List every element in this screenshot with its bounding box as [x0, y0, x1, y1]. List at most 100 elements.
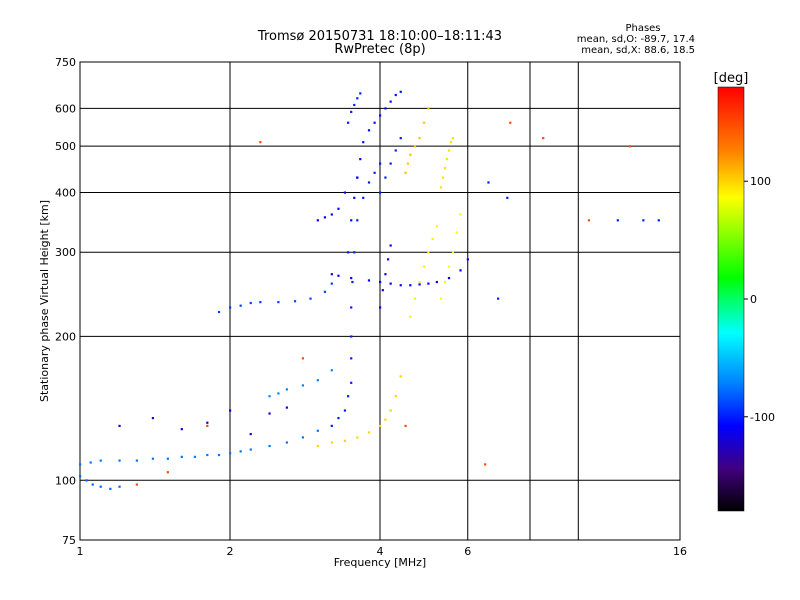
data-point — [337, 274, 340, 277]
data-point — [542, 137, 545, 140]
y-tick-labels: 75 100 200 300 400 500 600 750 — [55, 56, 76, 547]
data-point — [356, 176, 359, 179]
y-tick-label: 400 — [55, 186, 76, 199]
plot-area: 1 2 4 6 16 75 100 200 300 400 500 600 750 — [55, 56, 687, 558]
data-point — [441, 176, 445, 179]
x-tick-labels: 1 2 4 6 16 — [77, 545, 688, 558]
stats-heading: Phases — [625, 23, 660, 34]
data-point — [447, 265, 451, 268]
data-point — [351, 280, 354, 284]
data-point — [89, 461, 92, 464]
data-point — [79, 475, 82, 478]
data-point — [459, 269, 462, 272]
data-point — [379, 114, 382, 117]
data-point — [418, 280, 421, 284]
data-point — [337, 207, 340, 210]
data-point — [418, 137, 421, 140]
data-point — [379, 306, 382, 309]
data-point — [455, 231, 458, 234]
data-point — [422, 121, 426, 124]
data-point — [229, 452, 232, 455]
data-point — [399, 375, 402, 378]
data-point — [118, 424, 121, 428]
data-point — [330, 441, 333, 444]
data-point — [409, 284, 412, 287]
data-point — [356, 97, 359, 100]
data-point — [359, 92, 362, 95]
data-point — [293, 300, 297, 303]
data-point — [206, 453, 209, 457]
data-point — [629, 145, 632, 148]
data-point — [346, 121, 350, 124]
y-tick-label: 200 — [55, 330, 76, 343]
x-tick-label: 16 — [673, 545, 687, 558]
data-point — [379, 280, 382, 284]
data-points — [79, 90, 660, 490]
data-point — [99, 485, 102, 488]
chart-subtitle: RwPretec (8p) — [334, 42, 425, 57]
data-point — [346, 251, 350, 254]
data-point — [373, 121, 376, 124]
data-point — [399, 90, 402, 93]
data-point — [367, 431, 371, 434]
data-point — [316, 429, 319, 432]
data-point — [447, 149, 451, 152]
data-point — [642, 219, 645, 222]
data-point — [353, 251, 356, 254]
data-point — [285, 406, 288, 409]
data-point — [399, 137, 402, 140]
data-point — [431, 237, 434, 241]
data-point — [487, 181, 490, 184]
y-tick-label: 75 — [62, 534, 76, 547]
data-point — [259, 301, 262, 304]
data-point — [373, 171, 376, 174]
data-point — [350, 335, 353, 338]
data-point — [99, 459, 102, 462]
data-point — [166, 457, 169, 460]
data-point — [359, 158, 362, 161]
data-point — [496, 297, 500, 300]
data-point — [229, 306, 232, 309]
data-point — [118, 485, 121, 488]
data-point — [316, 379, 319, 382]
data-point — [506, 196, 509, 199]
data-point — [337, 416, 340, 420]
data-point — [350, 219, 353, 222]
data-point — [451, 137, 455, 140]
data-point — [330, 213, 333, 216]
data-point — [350, 276, 353, 280]
data-point — [367, 279, 371, 282]
data-point — [323, 290, 327, 293]
colorbar-tick-label: -100 — [750, 411, 775, 424]
data-point — [346, 395, 350, 398]
data-point — [353, 103, 356, 107]
data-point — [399, 284, 402, 287]
data-point — [413, 145, 417, 148]
data-point — [362, 196, 365, 199]
data-point — [350, 381, 353, 384]
x-tick-label: 1 — [77, 545, 84, 558]
x-tick-label: 6 — [464, 545, 471, 558]
stats-line-x: mean, sd,X: 88.6, 18.5 — [581, 45, 695, 56]
data-point — [394, 395, 397, 398]
data-point — [239, 304, 242, 307]
data-point — [379, 162, 382, 165]
data-point — [353, 196, 356, 199]
data-point — [406, 162, 410, 165]
data-point — [443, 280, 447, 284]
colorbar: [deg] 100 0 -100 — [714, 71, 775, 512]
data-point — [389, 162, 392, 165]
data-point — [389, 409, 392, 412]
data-point — [381, 289, 384, 292]
data-point — [249, 432, 252, 436]
data-point — [249, 301, 252, 305]
data-point — [277, 301, 280, 304]
data-point — [657, 219, 660, 222]
data-point — [616, 219, 619, 222]
data-point — [389, 244, 392, 247]
data-point — [249, 448, 252, 451]
data-point — [484, 463, 487, 466]
data-point — [151, 416, 155, 420]
data-point — [135, 483, 138, 486]
data-point — [316, 219, 319, 222]
